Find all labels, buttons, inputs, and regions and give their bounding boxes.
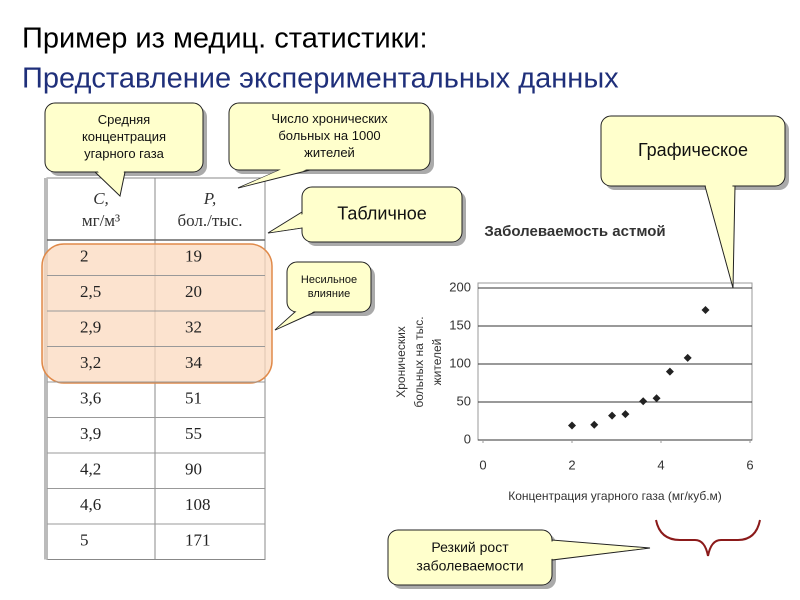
subtitle: Представление экспериментальных данных	[22, 63, 619, 95]
y-tick-label: 200	[449, 279, 471, 294]
brace	[655, 519, 761, 557]
table-cell: 3,6	[80, 389, 101, 408]
data-point	[621, 410, 630, 419]
data-point	[652, 394, 661, 403]
callout-tail-fill	[276, 311, 315, 330]
x-tick-label: 0	[479, 457, 486, 472]
table-cell: 4,6	[80, 495, 101, 514]
callout-tail-fill	[548, 541, 645, 560]
callout-tail-fill	[705, 184, 733, 283]
title: Пример из медиц. статистики:	[22, 23, 428, 55]
table-cell: 34	[185, 353, 203, 372]
table-cell: 2,9	[80, 318, 101, 337]
data-point	[701, 306, 710, 315]
x-tick-label: 2	[568, 457, 575, 472]
x-tick-label: 4	[657, 457, 664, 472]
callout	[228, 102, 431, 171]
callout-text: концентрация	[82, 129, 166, 144]
data-point	[568, 421, 576, 430]
data-point	[590, 420, 599, 429]
callout	[44, 102, 204, 173]
data-point	[683, 353, 692, 362]
table-cell: 171	[185, 531, 211, 550]
y-axis-label: жителей	[430, 339, 444, 386]
y-axis-label: больных на тыс.	[412, 316, 426, 407]
highlight	[41, 243, 273, 384]
table-cell: 19	[185, 247, 202, 266]
callout-text: заболеваемости	[416, 557, 523, 573]
y-tick-label: 0	[464, 431, 471, 446]
callout	[600, 115, 786, 187]
data-point	[665, 367, 674, 376]
data-point	[608, 411, 617, 420]
table-cell: 5	[80, 531, 89, 550]
table-header: мг/м³	[82, 211, 120, 230]
callout-text: жителей	[304, 145, 355, 160]
x-axis-label: Концентрация угарного газа (мг/куб.м)	[508, 489, 722, 503]
callout-text: влияние	[308, 288, 350, 300]
chart-title: Заболеваемость астмой	[484, 223, 665, 240]
table-cell: 51	[185, 389, 202, 408]
y-tick-label: 150	[449, 317, 471, 332]
table-cell: 90	[185, 460, 202, 479]
table-cell: 20	[185, 282, 202, 301]
y-tick-label: 50	[457, 393, 471, 408]
table-cell: 3,2	[80, 353, 101, 372]
callout-text: больных на 1000	[278, 128, 380, 143]
x-tick-label: 6	[746, 457, 753, 472]
callout-text: Резкий рост	[431, 539, 509, 555]
callout-tail-fill	[97, 170, 125, 195]
table-header: бол./тыс.	[177, 211, 242, 230]
table-header: C,	[93, 189, 109, 208]
callout	[286, 261, 372, 313]
callout-tail-fill	[240, 168, 310, 188]
y-tick-label: 100	[449, 355, 471, 370]
table-cell: 2	[80, 247, 89, 266]
table-cell: 108	[185, 495, 211, 514]
data-point	[639, 397, 648, 406]
callout-text: Число хронических	[271, 111, 388, 126]
table-header: P,	[203, 189, 216, 208]
callout-text: Средняя	[98, 112, 150, 127]
callout-text: Графическое	[638, 140, 748, 160]
table-cell: 3,9	[80, 424, 101, 443]
callout-text: Табличное	[337, 203, 427, 223]
table-cell: 32	[185, 318, 202, 337]
callout-tail-fill	[269, 212, 306, 233]
callout-text: Несильное	[301, 274, 357, 286]
table-cell: 2,5	[80, 282, 101, 301]
callout-text: угарного газа	[84, 146, 165, 161]
table-cell: 55	[185, 424, 202, 443]
table-cell: 4,2	[80, 460, 101, 479]
y-axis-label: Хронических	[394, 326, 408, 398]
